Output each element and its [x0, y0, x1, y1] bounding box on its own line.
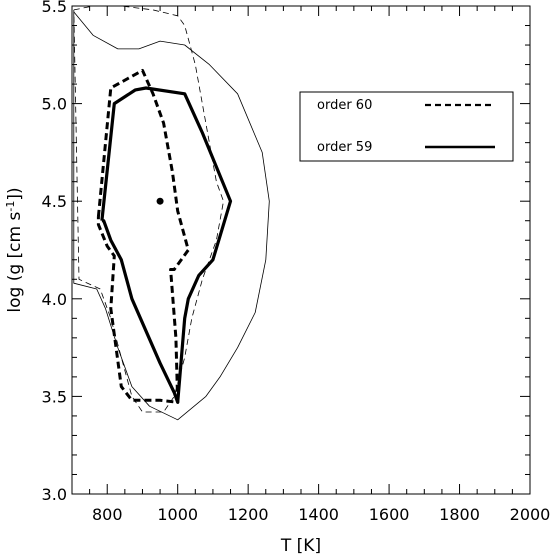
x-tick-label: 1400 [298, 505, 339, 524]
x-tick-label: 2000 [510, 505, 551, 524]
y-tick-label: 4.0 [42, 290, 67, 309]
y-tick-label: 3.5 [42, 387, 67, 406]
plot-frame [71, 5, 531, 495]
x-tick-label: 1000 [157, 505, 198, 524]
y-tick-label: 3.0 [42, 485, 67, 504]
x-tick-label: 1800 [439, 505, 480, 524]
contour-order-60 [96, 68, 190, 404]
contour-outer-solid [73, 11, 270, 421]
y-tick-label: 4.5 [42, 192, 67, 211]
x-tick-label: 800 [92, 505, 123, 524]
x-tick-label: 1200 [228, 505, 269, 524]
series-layer [73, 5, 270, 421]
y-tick-label: 5.0 [42, 95, 67, 114]
legend-box [299, 91, 514, 162]
contour-order-59 [100, 86, 233, 404]
ticks-layer: 800 1000 1200 1400 1600 1800 2000 3.0 3.5 4.0 4.5 5… [42, 0, 551, 524]
legend-label-order-60: order 60 [317, 98, 372, 113]
legend: order 60 order 59 [299, 91, 514, 162]
y-axis-title-superscript: -1 [4, 201, 17, 212]
x-axis-title: T [K] [280, 536, 321, 556]
y-axis-title: log (g [cm s-1]) [4, 187, 25, 312]
x-tick-label: 1600 [369, 505, 410, 524]
contour-outer-dashed [73, 5, 224, 413]
y-axis-title-end: ]) [5, 187, 25, 200]
best-fit-point [156, 197, 164, 205]
y-tick-label: 5.5 [42, 0, 67, 16]
legend-label-order-59: order 59 [317, 140, 372, 155]
y-axis-title-main: log (g [cm s [5, 212, 25, 313]
